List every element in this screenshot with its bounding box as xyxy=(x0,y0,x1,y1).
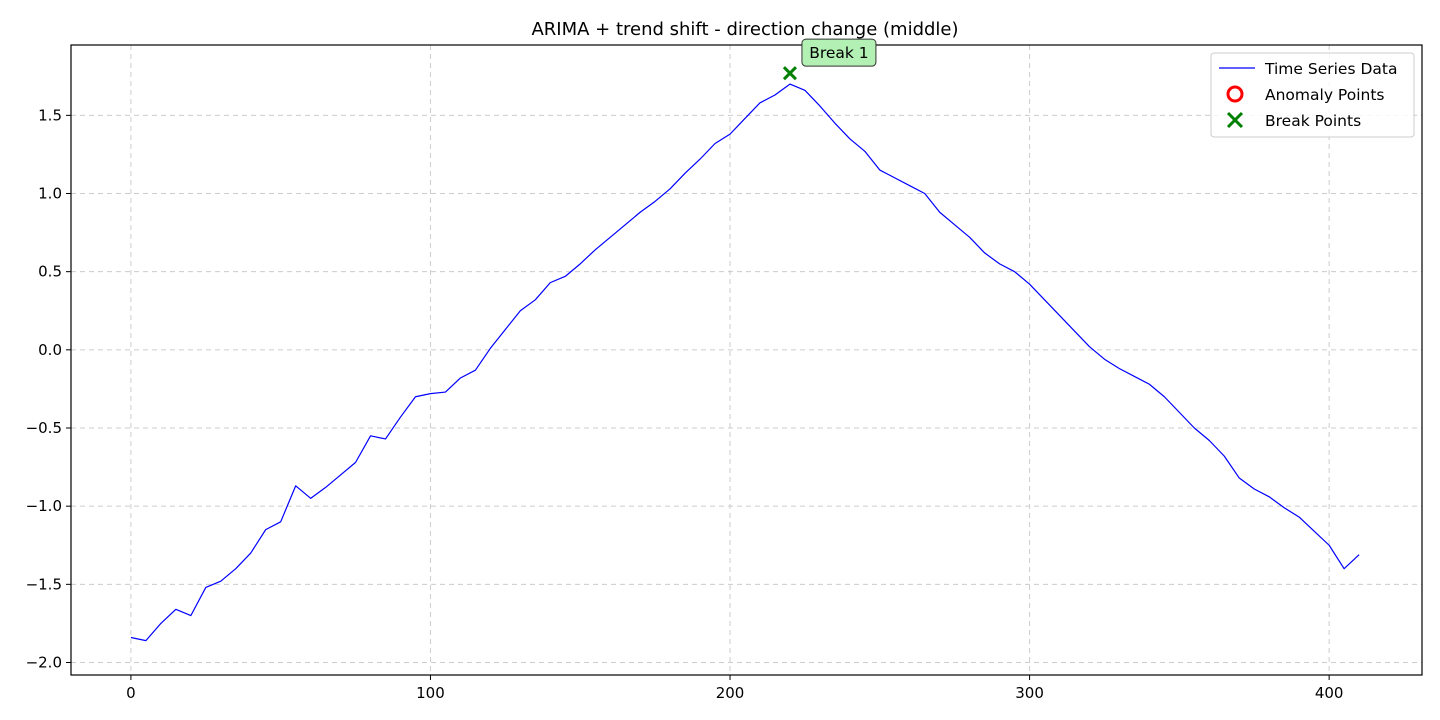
legend-label: Break Points xyxy=(1265,112,1361,130)
ticks: 0 100 200 300 400 −2.0 −1.5 −1.0 −0.5 0.0 0.5 1.0 1.… xyxy=(26,106,1344,702)
y-tick-label: 1.0 xyxy=(38,185,62,203)
break-annotation-box xyxy=(801,38,877,67)
x-tick-label: 0 xyxy=(126,684,136,702)
x-tick-label: 400 xyxy=(1315,684,1344,702)
break-point-marker xyxy=(782,66,797,81)
legend-label: Anomaly Points xyxy=(1265,86,1384,104)
annotations: Break 1 xyxy=(801,38,877,67)
y-tick-label: 0.5 xyxy=(38,263,62,281)
plot-series xyxy=(130,66,1360,642)
break-point-stroke xyxy=(782,66,797,81)
legend-label: Time Series Data xyxy=(1264,60,1397,78)
y-tick-label: 0.0 xyxy=(38,341,62,359)
legend-swatch-x xyxy=(1226,111,1244,129)
legend: Time Series Data Anomaly Points Break Poin… xyxy=(1210,52,1415,138)
x-tick-label: 200 xyxy=(716,684,745,702)
axes-frame xyxy=(70,44,1423,676)
legend-swatch-circle xyxy=(1226,85,1244,103)
y-tick-label: −2.0 xyxy=(26,653,62,671)
grid xyxy=(71,45,1422,675)
x-tick-label: 300 xyxy=(1015,684,1044,702)
y-tick-label: −1.0 xyxy=(26,497,62,515)
y-tick-label: −0.5 xyxy=(26,419,62,437)
time-series-line xyxy=(130,83,1360,642)
break-annotation-label: Break 1 xyxy=(809,44,868,62)
chart-title: ARIMA + trend shift - direction change (… xyxy=(531,19,958,40)
legend-box xyxy=(1210,52,1415,138)
y-tick-label: 1.5 xyxy=(38,106,62,124)
y-tick-label: −1.5 xyxy=(26,575,62,593)
x-tick-label: 100 xyxy=(416,684,445,702)
